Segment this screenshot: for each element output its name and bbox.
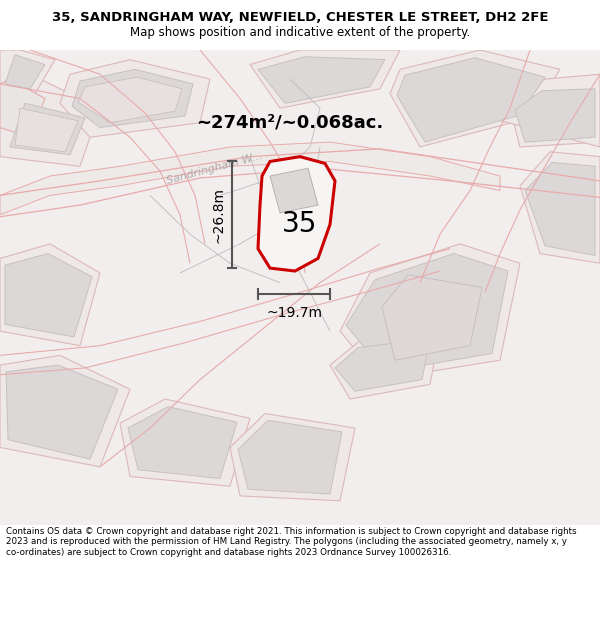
Polygon shape	[0, 79, 100, 166]
Polygon shape	[270, 168, 318, 213]
Polygon shape	[330, 331, 440, 399]
Polygon shape	[490, 74, 600, 147]
Polygon shape	[0, 244, 100, 346]
Polygon shape	[238, 420, 342, 494]
Text: ~26.8m: ~26.8m	[212, 187, 226, 242]
Polygon shape	[5, 254, 92, 337]
Polygon shape	[520, 152, 600, 263]
Polygon shape	[346, 254, 508, 372]
Polygon shape	[0, 142, 500, 215]
Polygon shape	[510, 79, 600, 147]
Polygon shape	[0, 356, 130, 467]
Polygon shape	[120, 399, 250, 486]
Polygon shape	[515, 89, 595, 142]
Polygon shape	[525, 162, 595, 256]
Polygon shape	[15, 108, 78, 152]
Polygon shape	[0, 79, 45, 138]
Polygon shape	[340, 244, 520, 379]
Text: Contains OS data © Crown copyright and database right 2021. This information is : Contains OS data © Crown copyright and d…	[6, 527, 577, 557]
Polygon shape	[250, 50, 400, 108]
Polygon shape	[0, 50, 600, 525]
Polygon shape	[397, 58, 545, 142]
Polygon shape	[72, 69, 193, 128]
Polygon shape	[230, 414, 355, 501]
Polygon shape	[78, 77, 182, 122]
Polygon shape	[258, 157, 335, 271]
Polygon shape	[382, 275, 482, 360]
Text: Sandringham W...: Sandringham W...	[165, 151, 263, 186]
Text: 35, SANDRINGHAM WAY, NEWFIELD, CHESTER LE STREET, DH2 2FE: 35, SANDRINGHAM WAY, NEWFIELD, CHESTER L…	[52, 11, 548, 24]
Polygon shape	[390, 50, 560, 147]
Text: Map shows position and indicative extent of the property.: Map shows position and indicative extent…	[130, 26, 470, 39]
Polygon shape	[10, 103, 85, 155]
Polygon shape	[0, 50, 55, 94]
Polygon shape	[258, 57, 385, 103]
Polygon shape	[5, 55, 45, 89]
Text: ~19.7m: ~19.7m	[266, 306, 322, 320]
Polygon shape	[128, 407, 237, 479]
Polygon shape	[335, 339, 430, 391]
Polygon shape	[6, 365, 118, 459]
Text: ~274m²/~0.068ac.: ~274m²/~0.068ac.	[196, 114, 383, 132]
Text: 35: 35	[283, 211, 317, 239]
Polygon shape	[60, 60, 210, 138]
